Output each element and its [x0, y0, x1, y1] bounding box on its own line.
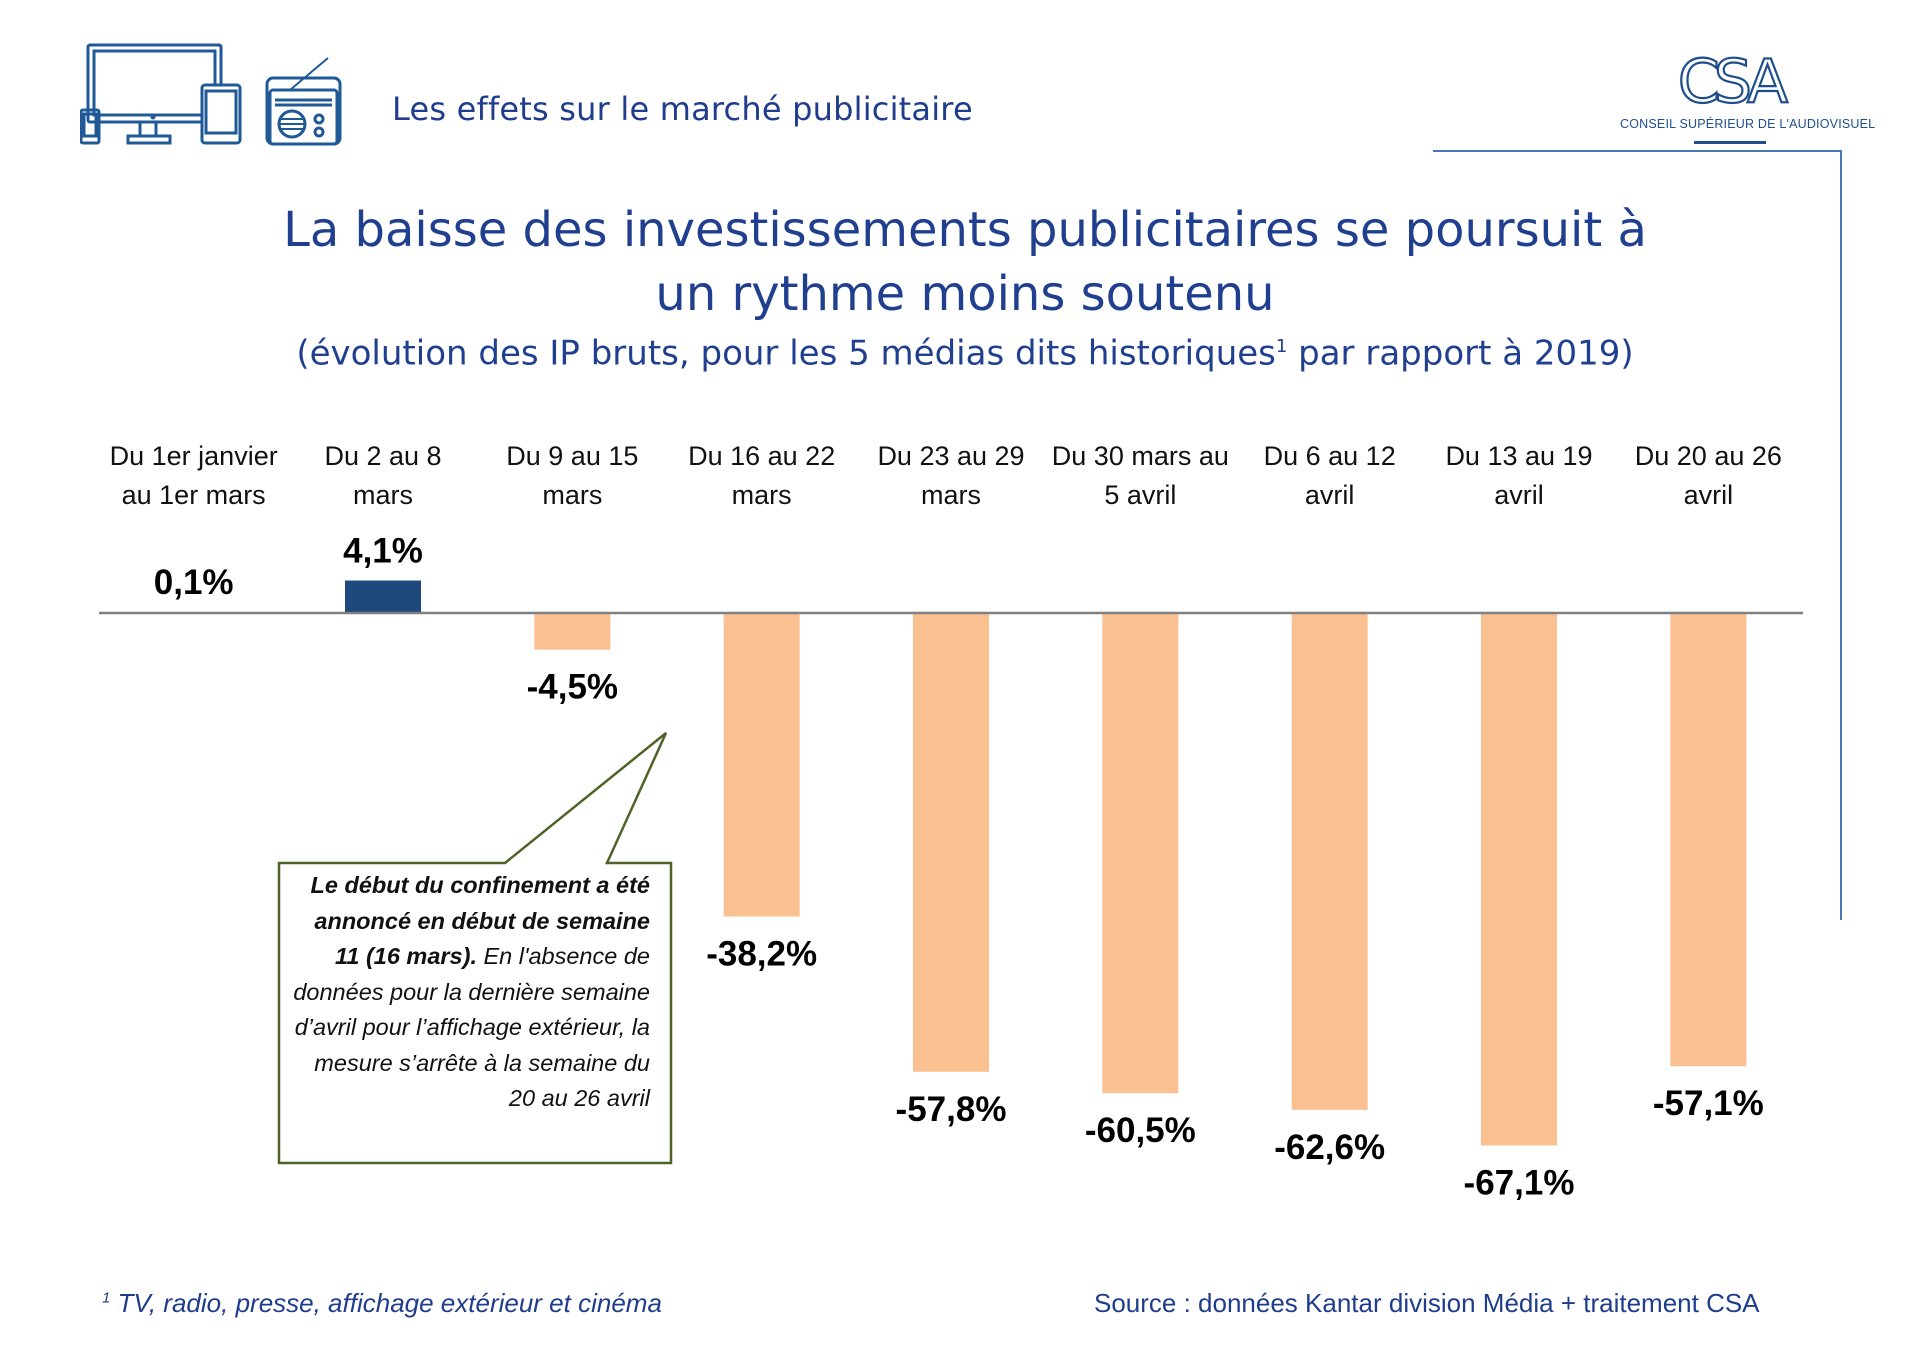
data-label-4: -57,8%: [896, 1090, 1007, 1129]
data-label-6: -62,6%: [1274, 1128, 1385, 1167]
data-label-0: 0,1%: [154, 563, 234, 602]
data-label-5: -60,5%: [1085, 1111, 1196, 1150]
data-label-2: -4,5%: [527, 668, 618, 707]
category-label-6-line-1: avril: [1305, 480, 1355, 510]
media-devices-illustration: [80, 43, 342, 146]
bar-2: [534, 614, 611, 650]
bar-4: [913, 614, 989, 1072]
bars: [155, 580, 1747, 1146]
bar-6: [1291, 614, 1368, 1110]
csa-logo: CSA CONSEIL SUPÉRIEUR DE L'AUDIOVISUEL: [1620, 46, 1876, 144]
data-label-8: -57,1%: [1653, 1084, 1764, 1123]
category-label-1-line-1: mars: [353, 480, 413, 510]
category-label-5-line-1: 5 avril: [1104, 480, 1176, 510]
bar-3: [723, 614, 800, 917]
data-label-7: -67,1%: [1464, 1163, 1575, 1202]
category-label-6-line-0: Du 6 au 12: [1264, 441, 1396, 471]
category-label-4-line-1: mars: [921, 480, 981, 510]
bar-8: [1670, 614, 1747, 1067]
category-label-0-line-1: au 1er mars: [122, 480, 266, 510]
category-labels: Du 1er janvier au 1er mars Du 2 au 8 mars Du…: [110, 441, 1782, 510]
callout-normal-text: En l'absence de données pour la dernière…: [293, 943, 650, 1111]
footnote: 1 TV, radio, presse, affichage extérieur…: [102, 1288, 662, 1319]
category-label-2-line-1: mars: [542, 480, 602, 510]
source-note: Source : données Kantar division Média +…: [1094, 1288, 1760, 1318]
footnote-marker: 1: [102, 1289, 111, 1307]
smartphone-icon: [80, 108, 101, 145]
logo-subtitle: CONSEIL SUPÉRIEUR DE L'AUDIOVISUEL: [1620, 117, 1876, 131]
bar-7: [1481, 614, 1557, 1146]
callout-bold-text: Le début du confinement a été annoncé en…: [310, 872, 650, 969]
category-label-4-line-0: Du 23 au 29: [877, 441, 1024, 471]
category-label-1-line-0: Du 2 au 8: [324, 441, 441, 471]
category-label-3-line-1: mars: [732, 480, 792, 510]
category-label-8-line-1: avril: [1684, 480, 1734, 510]
csa-logo-mark: CSA: [1677, 46, 1795, 118]
subtitle-footnote-ref: 1: [1275, 336, 1288, 357]
category-label-0-line-0: Du 1er janvier: [110, 441, 278, 471]
category-label-2-line-0: Du 9 au 15: [506, 441, 638, 471]
category-label-7-line-1: avril: [1494, 480, 1544, 510]
page-subtitle: (évolution des IP bruts, pour les 5 médi…: [140, 325, 1790, 375]
footnote-text: TV, radio, presse, affichage extérieur e…: [110, 1288, 662, 1318]
radio-icon: [265, 57, 342, 146]
subtitle-text-start: (évolution des IP bruts, pour les 5 médi…: [296, 333, 1276, 374]
frame-right-border: [1840, 150, 1842, 920]
value-labels: 0,1% 4,1% -4,5% -38,2% -57,8% -60,5% -62,6% -67…: [154, 532, 1764, 1203]
logo-underline: [1694, 141, 1766, 144]
category-label-5-line-0: Du 30 mars au: [1052, 441, 1229, 471]
title-line-2: un rythme moins soutenu: [655, 266, 1275, 322]
logo-mark-text: CSA: [1678, 48, 1788, 110]
section-title: Les effets sur le marché publicitaire: [392, 90, 973, 128]
subtitle-text-end: par rapport à 2019): [1287, 333, 1634, 374]
title-line-1: La baisse des investissements publicitai…: [283, 202, 1647, 258]
data-label-3: -38,2%: [706, 935, 817, 974]
category-label-3-line-0: Du 16 au 22: [688, 441, 835, 471]
callout-box: [277, 732, 673, 1165]
callout-text: Le début du confinement a été annoncé en…: [288, 868, 650, 1117]
category-label-7-line-0: Du 13 au 19: [1445, 441, 1592, 471]
data-label-1: 4,1%: [343, 532, 423, 571]
frame-top-border: [1433, 150, 1841, 152]
tablet-icon: [200, 83, 242, 145]
category-label-8-line-0: Du 20 au 26: [1635, 441, 1782, 471]
page-title: La baisse des investissements publicitai…: [140, 198, 1790, 326]
bar-1: [345, 580, 421, 613]
bar-5: [1102, 614, 1179, 1094]
